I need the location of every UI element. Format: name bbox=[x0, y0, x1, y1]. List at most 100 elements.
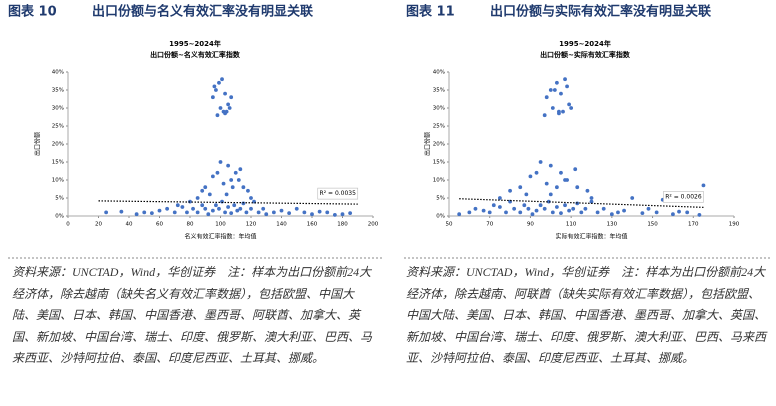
point bbox=[203, 185, 208, 190]
point bbox=[542, 113, 547, 118]
point bbox=[249, 206, 253, 211]
point bbox=[508, 188, 512, 193]
point bbox=[518, 185, 523, 190]
r2-box bbox=[317, 187, 359, 200]
point bbox=[203, 206, 208, 211]
point bbox=[226, 205, 231, 209]
point bbox=[497, 205, 502, 209]
point bbox=[512, 206, 517, 211]
trend-line bbox=[98, 200, 358, 205]
y-tick-label: 20% bbox=[52, 142, 64, 148]
source-note: 资料来源：UNCTAD，Wind，华创证券 注：样本为出口份额前24大经济体，除… bbox=[12, 265, 373, 365]
point bbox=[504, 210, 508, 215]
point bbox=[212, 84, 217, 89]
figure-title: 出口份额与名义有效汇率没有明显关联 bbox=[92, 4, 313, 20]
point bbox=[630, 196, 635, 200]
point bbox=[616, 210, 620, 215]
chart-subtitle: 出口份额~名义有效汇率指数 bbox=[150, 50, 241, 59]
point bbox=[530, 212, 535, 217]
y-tick-label: 30% bbox=[52, 106, 64, 112]
r2-box bbox=[663, 191, 704, 203]
point bbox=[249, 196, 253, 200]
source-note: 资料来源：UNCTAD，Wind，华创证券 注：样本为出口份额前24大经济体，除… bbox=[406, 265, 767, 365]
point bbox=[544, 181, 549, 186]
point bbox=[217, 80, 221, 85]
y-tick-label: 0% bbox=[55, 214, 64, 220]
point bbox=[497, 196, 502, 200]
x-tick-label: 130 bbox=[607, 222, 618, 228]
point bbox=[457, 212, 462, 217]
point bbox=[142, 210, 147, 215]
point bbox=[191, 206, 195, 211]
point bbox=[317, 209, 322, 214]
point bbox=[697, 213, 702, 217]
point bbox=[567, 208, 572, 213]
point bbox=[220, 77, 224, 82]
point bbox=[569, 106, 574, 110]
point bbox=[215, 113, 220, 118]
point bbox=[548, 192, 553, 197]
point bbox=[473, 206, 478, 211]
point bbox=[348, 211, 353, 216]
point bbox=[559, 91, 563, 96]
x-tick-label: 150 bbox=[647, 222, 658, 228]
point bbox=[172, 210, 177, 215]
point bbox=[119, 209, 124, 214]
x-tick-label: 50 bbox=[446, 222, 453, 228]
point bbox=[238, 167, 243, 172]
point bbox=[157, 208, 162, 213]
point bbox=[185, 210, 189, 215]
point bbox=[563, 178, 567, 182]
y-tick-label: 30% bbox=[433, 106, 445, 112]
point bbox=[622, 208, 626, 213]
point bbox=[534, 208, 539, 213]
point bbox=[552, 88, 557, 92]
point bbox=[206, 212, 211, 217]
point bbox=[589, 199, 594, 204]
x-tick-label: 60 bbox=[156, 222, 163, 228]
y-tick-label: 0% bbox=[436, 214, 445, 220]
point bbox=[671, 212, 675, 217]
x-tick-label: 110 bbox=[566, 222, 577, 228]
point bbox=[548, 163, 553, 168]
point bbox=[677, 209, 681, 214]
y-tick-label: 10% bbox=[52, 178, 64, 184]
figure-label: 图表 11 bbox=[406, 4, 455, 20]
point bbox=[565, 84, 569, 89]
x-axis-label: 名义有效汇率指数：年均值 bbox=[184, 233, 256, 241]
point bbox=[227, 106, 232, 110]
point bbox=[104, 210, 109, 215]
y-tick-label: 15% bbox=[433, 160, 445, 166]
point bbox=[595, 210, 600, 215]
point bbox=[256, 210, 261, 215]
point bbox=[221, 181, 226, 186]
x-tick-label: 140 bbox=[276, 222, 287, 228]
point bbox=[210, 174, 215, 179]
x-tick-label: 190 bbox=[729, 222, 740, 228]
point bbox=[233, 170, 238, 175]
point bbox=[180, 205, 185, 209]
point bbox=[210, 95, 215, 100]
point bbox=[134, 212, 139, 217]
point bbox=[302, 210, 307, 215]
y-tick-label: 40% bbox=[52, 70, 64, 76]
y-tick-label: 10% bbox=[433, 178, 445, 184]
point bbox=[246, 188, 250, 193]
point bbox=[217, 206, 221, 211]
x-tick-label: 200 bbox=[368, 222, 379, 228]
point bbox=[481, 208, 486, 213]
x-tick-label: 90 bbox=[527, 222, 534, 228]
point bbox=[218, 106, 223, 110]
point bbox=[518, 210, 523, 215]
point bbox=[563, 203, 567, 208]
point bbox=[244, 210, 249, 215]
point bbox=[685, 210, 690, 215]
point bbox=[271, 210, 276, 215]
point bbox=[175, 203, 180, 208]
point bbox=[546, 199, 551, 204]
point bbox=[559, 211, 563, 216]
point bbox=[579, 210, 584, 215]
point bbox=[609, 212, 614, 217]
point bbox=[165, 206, 170, 211]
point bbox=[229, 178, 234, 182]
